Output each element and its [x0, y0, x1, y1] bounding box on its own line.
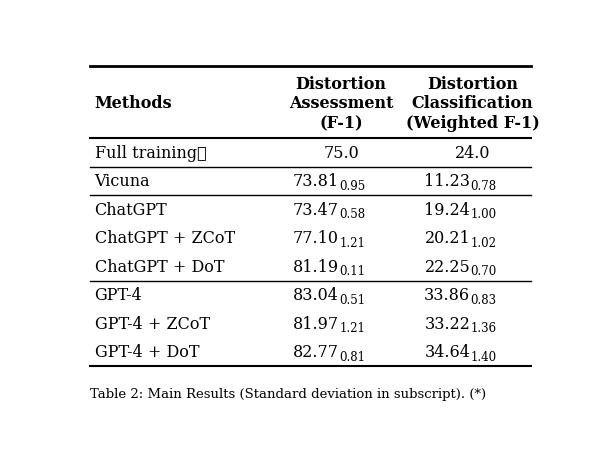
- Text: 22.25: 22.25: [425, 258, 470, 275]
- Text: 1.02: 1.02: [471, 237, 497, 249]
- Text: Table 2: Main Results (Standard deviation in subscript). (*): Table 2: Main Results (Standard deviatio…: [90, 387, 486, 400]
- Text: Methods: Methods: [95, 95, 172, 112]
- Text: 0.11: 0.11: [339, 265, 365, 278]
- Text: 1.21: 1.21: [339, 322, 365, 335]
- Text: 75.0: 75.0: [323, 144, 359, 162]
- Text: 81.19: 81.19: [293, 258, 339, 275]
- Text: 20.21: 20.21: [425, 230, 470, 247]
- Text: 1.40: 1.40: [471, 350, 497, 363]
- Text: 1.36: 1.36: [471, 322, 497, 335]
- Text: 33.22: 33.22: [424, 315, 470, 332]
- Text: 81.97: 81.97: [293, 315, 339, 332]
- Text: 73.47: 73.47: [293, 202, 339, 218]
- Text: GPT-4: GPT-4: [95, 287, 142, 304]
- Text: 0.81: 0.81: [339, 350, 365, 363]
- Text: 19.24: 19.24: [424, 202, 470, 218]
- Text: ChatGPT: ChatGPT: [95, 202, 167, 218]
- Text: 73.81: 73.81: [293, 173, 339, 190]
- Text: Distortion
Assessment
(F-1): Distortion Assessment (F-1): [289, 76, 393, 131]
- Text: 33.86: 33.86: [424, 287, 470, 304]
- Text: 82.77: 82.77: [293, 344, 339, 361]
- Text: 34.64: 34.64: [424, 344, 470, 361]
- Text: Distortion
Classification
(Weighted F-1): Distortion Classification (Weighted F-1): [406, 76, 539, 131]
- Text: Full training★: Full training★: [95, 144, 206, 162]
- Text: GPT-4 + DoT: GPT-4 + DoT: [95, 344, 199, 361]
- Text: GPT-4 + ZCoT: GPT-4 + ZCoT: [95, 315, 210, 332]
- Text: 1.21: 1.21: [339, 237, 365, 249]
- Text: 24.0: 24.0: [455, 144, 490, 162]
- Text: 11.23: 11.23: [424, 173, 470, 190]
- Text: 0.95: 0.95: [339, 179, 365, 192]
- Text: 0.70: 0.70: [471, 265, 497, 278]
- Text: 77.10: 77.10: [293, 230, 339, 247]
- Text: 0.51: 0.51: [339, 293, 365, 306]
- Text: 83.04: 83.04: [293, 287, 339, 304]
- Text: ChatGPT + ZCoT: ChatGPT + ZCoT: [95, 230, 235, 247]
- Text: 0.83: 0.83: [471, 293, 497, 306]
- Text: 0.58: 0.58: [339, 208, 365, 221]
- Text: 1.00: 1.00: [471, 208, 497, 221]
- Text: Vicuna: Vicuna: [95, 173, 150, 190]
- Text: 0.78: 0.78: [471, 179, 497, 192]
- Text: ChatGPT + DoT: ChatGPT + DoT: [95, 258, 224, 275]
